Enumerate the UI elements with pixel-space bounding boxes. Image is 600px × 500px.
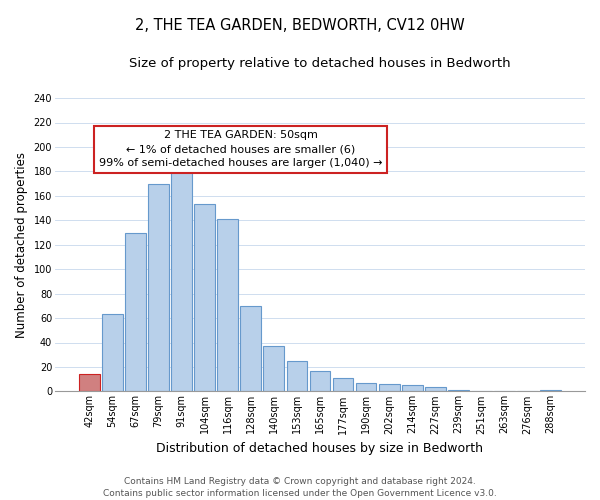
Bar (402, 386, 422, 392)
Bar (194, 204, 215, 392)
Bar (148, 184, 169, 392)
Text: 2 THE TEA GARDEN: 50sqm
← 1% of detached houses are smaller (6)
99% of semi-deta: 2 THE TEA GARDEN: 50sqm ← 1% of detached… (99, 130, 382, 168)
Bar (241, 306, 261, 392)
Y-axis label: Number of detached properties: Number of detached properties (15, 152, 28, 338)
Title: Size of property relative to detached houses in Bedworth: Size of property relative to detached ho… (129, 58, 511, 70)
Text: Contains HM Land Registry data © Crown copyright and database right 2024.
Contai: Contains HM Land Registry data © Crown c… (103, 476, 497, 498)
Bar (102, 314, 123, 392)
X-axis label: Distribution of detached houses by size in Bedworth: Distribution of detached houses by size … (157, 442, 484, 455)
Bar (79, 374, 100, 392)
Bar (540, 390, 561, 392)
Bar (310, 370, 331, 392)
Text: 2, THE TEA GARDEN, BEDWORTH, CV12 0HW: 2, THE TEA GARDEN, BEDWORTH, CV12 0HW (135, 18, 465, 32)
Bar (263, 346, 284, 392)
Bar (217, 219, 238, 392)
Bar (379, 384, 400, 392)
Bar (171, 147, 192, 392)
Bar (332, 378, 353, 392)
Bar (425, 386, 446, 392)
Bar (448, 390, 469, 392)
Bar (125, 232, 146, 392)
Bar (356, 383, 376, 392)
Bar (287, 361, 307, 392)
